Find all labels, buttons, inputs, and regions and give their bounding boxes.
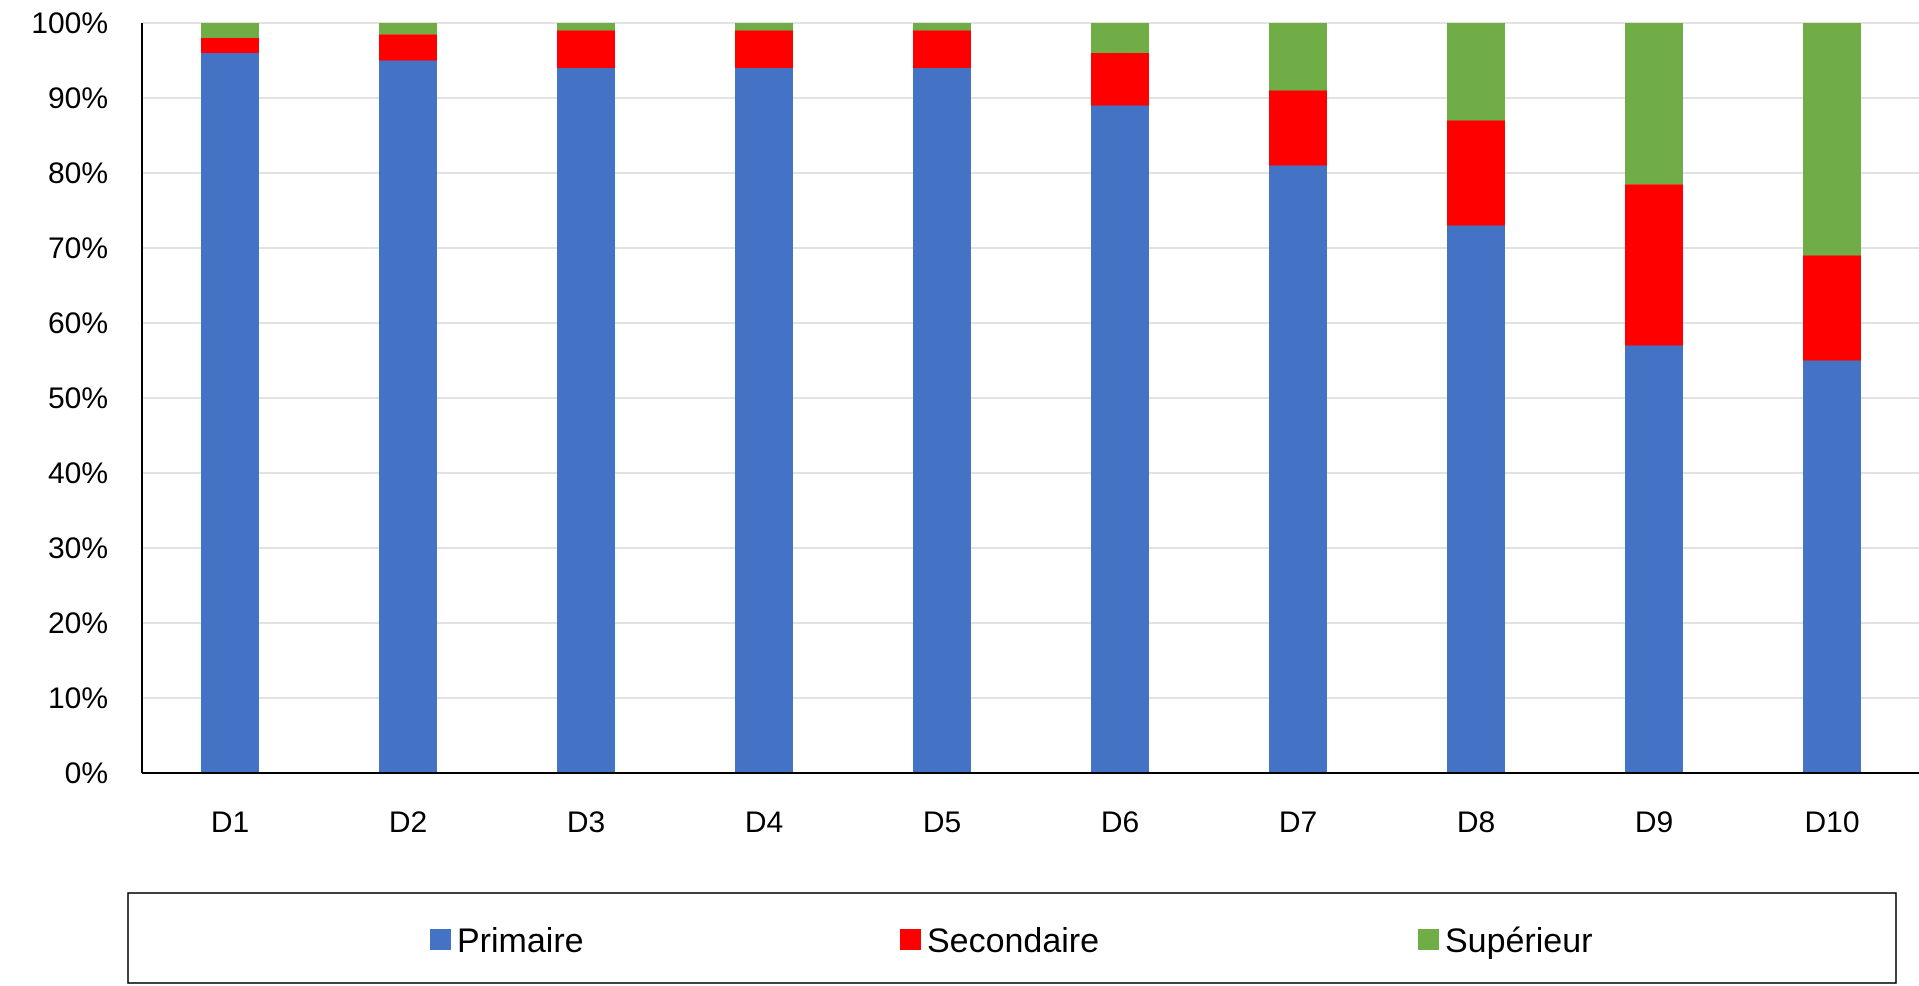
x-tick-label: D1 xyxy=(211,806,249,839)
x-tick-label: D6 xyxy=(1101,806,1139,839)
x-tick-label: D8 xyxy=(1457,806,1495,839)
y-tick-label: 0% xyxy=(65,757,108,790)
x-tick-label: D3 xyxy=(567,806,605,839)
x-tick-label: D2 xyxy=(389,806,427,839)
bar-segment-secondaire xyxy=(379,34,437,61)
bar-segment-primaire xyxy=(379,60,437,773)
bar-segment-suprieur xyxy=(379,23,437,35)
bar-segment-secondaire xyxy=(201,38,259,53)
y-tick-label: 20% xyxy=(48,607,108,640)
x-tick-label: D10 xyxy=(1804,806,1859,839)
bar-segment-secondaire xyxy=(1803,255,1861,361)
y-tick-label: 30% xyxy=(48,532,108,565)
legend-label: Primaire xyxy=(457,922,584,960)
bar-segment-primaire xyxy=(1447,225,1505,773)
bar-segment-primaire xyxy=(201,53,259,773)
bar-segment-primaire xyxy=(1091,105,1149,773)
y-tick-label: 70% xyxy=(48,232,108,265)
bar-segment-secondaire xyxy=(913,30,971,68)
bar-segment-secondaire xyxy=(1447,120,1505,226)
bar-segment-primaire xyxy=(1625,345,1683,773)
legend-swatch xyxy=(430,929,451,950)
bar-segment-suprieur xyxy=(1447,23,1505,121)
bar-segment-suprieur xyxy=(1803,23,1861,256)
bar-segment-primaire xyxy=(735,68,793,773)
x-tick-label: D5 xyxy=(923,806,961,839)
y-tick-label: 90% xyxy=(48,82,108,115)
bar-segment-primaire xyxy=(557,68,615,773)
bar-segment-secondaire xyxy=(1625,184,1683,346)
y-tick-label: 60% xyxy=(48,307,108,340)
x-tick-label: D4 xyxy=(745,806,783,839)
bar-segment-suprieur xyxy=(1091,23,1149,53)
x-tick-label: D7 xyxy=(1279,806,1317,839)
bar-segment-suprieur xyxy=(201,23,259,38)
bar-segment-suprieur xyxy=(1269,23,1327,91)
bar-segment-secondaire xyxy=(1269,90,1327,166)
bar-segment-primaire xyxy=(913,68,971,773)
bar-segment-secondaire xyxy=(557,30,615,68)
bar-segment-suprieur xyxy=(913,23,971,31)
y-tick-label: 50% xyxy=(48,382,108,415)
bar-segment-primaire xyxy=(1803,360,1861,773)
bar-segment-secondaire xyxy=(1091,53,1149,106)
legend-label: Secondaire xyxy=(927,922,1099,960)
y-tick-label: 80% xyxy=(48,157,108,190)
bar-segment-secondaire xyxy=(735,30,793,68)
legend-label: Supérieur xyxy=(1445,922,1592,960)
legend-swatch xyxy=(900,929,921,950)
bars xyxy=(201,23,1861,773)
y-axis: 0% 10% 20% 30% 40% 50% 60% 70% 80% 90% 100% xyxy=(31,7,143,790)
y-tick-label: 40% xyxy=(48,457,108,490)
bar-segment-suprieur xyxy=(557,23,615,31)
x-tick-label: D9 xyxy=(1635,806,1673,839)
bar-segment-primaire xyxy=(1269,165,1327,773)
bar-segment-suprieur xyxy=(735,23,793,31)
x-axis: D1 D2 D3 D4 D5 D6 D7 D8 D9 D10 xyxy=(142,772,1919,839)
bar-segment-suprieur xyxy=(1625,23,1683,185)
legend-swatch xyxy=(1418,929,1439,950)
y-tick-label: 10% xyxy=(48,682,108,715)
legend: Primaire Secondaire Supérieur xyxy=(127,892,1897,984)
y-tick-label: 100% xyxy=(31,7,108,40)
legend-box xyxy=(127,892,1897,984)
gridlines xyxy=(142,22,1919,699)
